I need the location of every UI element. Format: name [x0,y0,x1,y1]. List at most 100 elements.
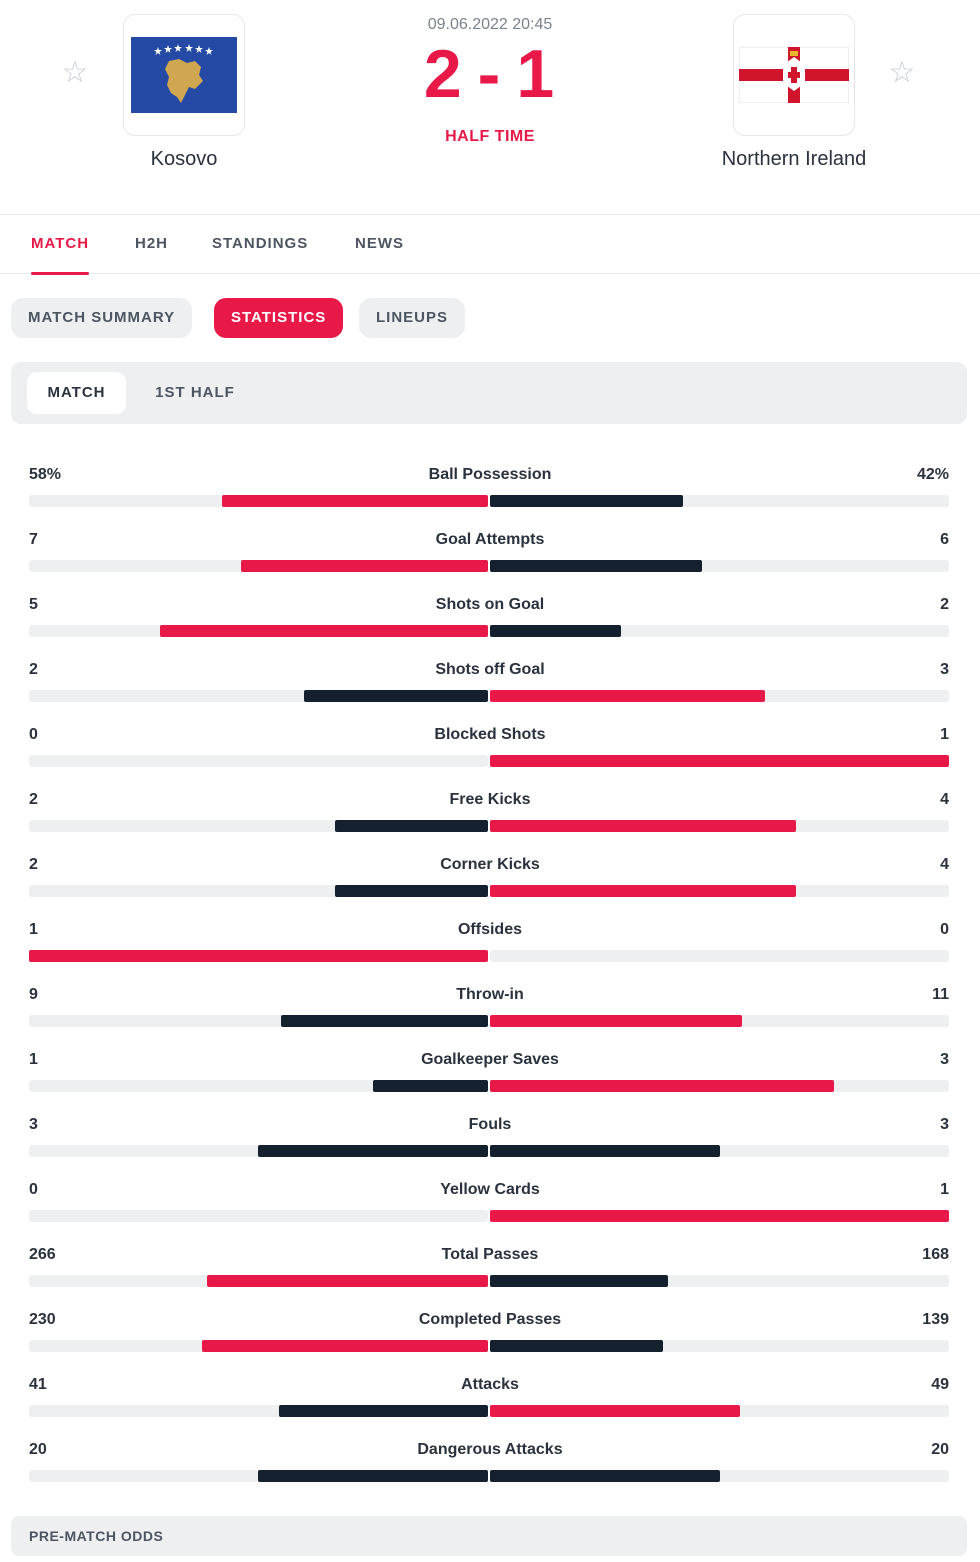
stat-row: 7 Goal Attempts 6 [0,525,980,590]
stat-away-value: 168 [922,1246,949,1263]
match-header: ☆ Kosovo 09.06.2022 20:45 2-1 HALF [0,0,980,214]
stat-home-bar [373,1080,488,1092]
stat-away-value: 11 [932,986,949,1003]
stat-home-value: 20 [29,1441,47,1458]
subtab-match-summary[interactable]: MATCH SUMMARY [11,298,193,338]
stat-home-value: 2 [29,661,38,678]
stat-away-value: 3 [940,661,949,678]
stat-home-bar-track [29,1340,488,1352]
stat-home-value: 230 [29,1311,56,1328]
stat-away-bar [490,1275,668,1287]
stat-away-bar-track [490,1470,949,1482]
stat-name: Throw-in [456,986,524,1003]
stat-away-value: 42% [916,466,949,483]
stat-name: Total Passes [441,1246,539,1263]
stat-home-bar [160,625,488,637]
stat-away-bar [490,1080,834,1092]
home-team-name[interactable]: Kosovo [150,148,218,170]
stat-home-value: 9 [29,986,38,1003]
stat-away-bar-track [490,1275,949,1287]
pre-match-odds-header[interactable]: PRE-MATCH ODDS [11,1516,967,1556]
stat-name: Shots on Goal [435,596,545,613]
stat-away-bar [490,560,702,572]
stat-home-bar [29,950,488,962]
stat-away-value: 0 [940,921,949,938]
favorite-home-star-icon[interactable]: ☆ [61,56,89,89]
tab-match[interactable]: MATCH [31,215,90,275]
stat-row: 9 Throw-in 11 [0,980,980,1045]
stat-away-bar-track [490,495,949,507]
stat-home-bar [202,1340,488,1352]
stat-home-bar-track [29,755,488,767]
stat-name: Free Kicks [449,791,531,808]
stat-away-bar-track [490,950,949,962]
stat-name: Goalkeeper Saves [421,1051,559,1068]
stat-name: Fouls [468,1116,512,1133]
stat-home-bar [281,1015,488,1027]
stat-row: 58% Ball Possession 42% [0,460,980,525]
stat-away-bar [490,690,765,702]
stat-row: 266 Total Passes 168 [0,1240,980,1305]
match-score: 2-1 [340,40,640,108]
home-team: Kosovo [64,14,304,171]
subtab-statistics[interactable]: STATISTICS [214,298,344,338]
stat-away-value: 4 [940,856,949,873]
stat-away-value: 1 [940,1181,949,1198]
stat-away-bar-track [490,820,949,832]
stat-away-bar [490,1340,663,1352]
stat-home-bar-track [29,1470,488,1482]
stat-away-bar-track [490,755,949,767]
away-team-logo[interactable] [733,14,855,136]
stat-name: Yellow Cards [440,1181,540,1198]
stat-row: 2 Free Kicks 4 [0,785,980,850]
stat-row: 2 Corner Kicks 4 [0,850,980,915]
stat-home-bar-track [29,885,488,897]
stat-home-bar [335,885,488,897]
period-tab-1st-half[interactable]: 1ST HALF [155,384,235,401]
stat-away-bar-track [490,885,949,897]
stat-row: 5 Shots on Goal 2 [0,590,980,655]
stat-away-bar-track [490,1340,949,1352]
stat-home-value: 2 [29,791,38,808]
stat-row: 0 Blocked Shots 1 [0,720,980,785]
stat-name: Attacks [461,1376,519,1393]
stat-away-value: 1 [940,726,949,743]
stat-home-value: 5 [29,596,38,613]
stat-row: 41 Attacks 49 [0,1370,980,1435]
stat-away-value: 4 [940,791,949,808]
stat-away-bar [490,1015,742,1027]
stat-name: Completed Passes [418,1311,562,1328]
match-date: 09.06.2022 20:45 [427,16,553,33]
home-team-logo[interactable] [123,14,245,136]
stat-away-bar [490,885,796,897]
stat-away-value: 3 [940,1051,949,1068]
stat-away-bar [490,495,683,507]
away-team-name[interactable]: Northern Ireland [721,148,867,170]
stat-row: 3 Fouls 3 [0,1110,980,1175]
period-tab-match[interactable]: MATCH [27,372,126,414]
stat-away-bar-track [490,1405,949,1417]
favorite-away-star-icon[interactable]: ☆ [888,56,916,89]
stat-home-value: 41 [29,1376,47,1393]
stat-away-value: 49 [931,1376,949,1393]
stat-home-bar-track [29,1210,488,1222]
score-separator: - [477,36,503,112]
stat-name: Blocked Shots [434,726,546,743]
match-status: HALF TIME [445,128,535,145]
tab-standings[interactable]: STANDINGS [212,235,309,252]
stat-home-bar [241,560,488,572]
stat-home-bar-track [29,690,488,702]
stat-home-bar-track [29,625,488,637]
tab-news[interactable]: NEWS [355,235,404,252]
stat-away-bar [490,1145,720,1157]
stat-away-bar [490,1210,949,1222]
stat-away-value: 139 [922,1311,949,1328]
stat-away-bar-track [490,690,949,702]
stat-name: Dangerous Attacks [417,1441,563,1458]
subtab-lineups[interactable]: LINEUPS [359,298,466,338]
stat-home-bar [335,820,488,832]
main-tabs: MATCH H2H STANDINGS NEWS [0,214,980,275]
stat-name: Goal Attempts [435,531,545,548]
tab-h2h[interactable]: H2H [135,235,169,252]
stat-away-bar-track [490,560,949,572]
